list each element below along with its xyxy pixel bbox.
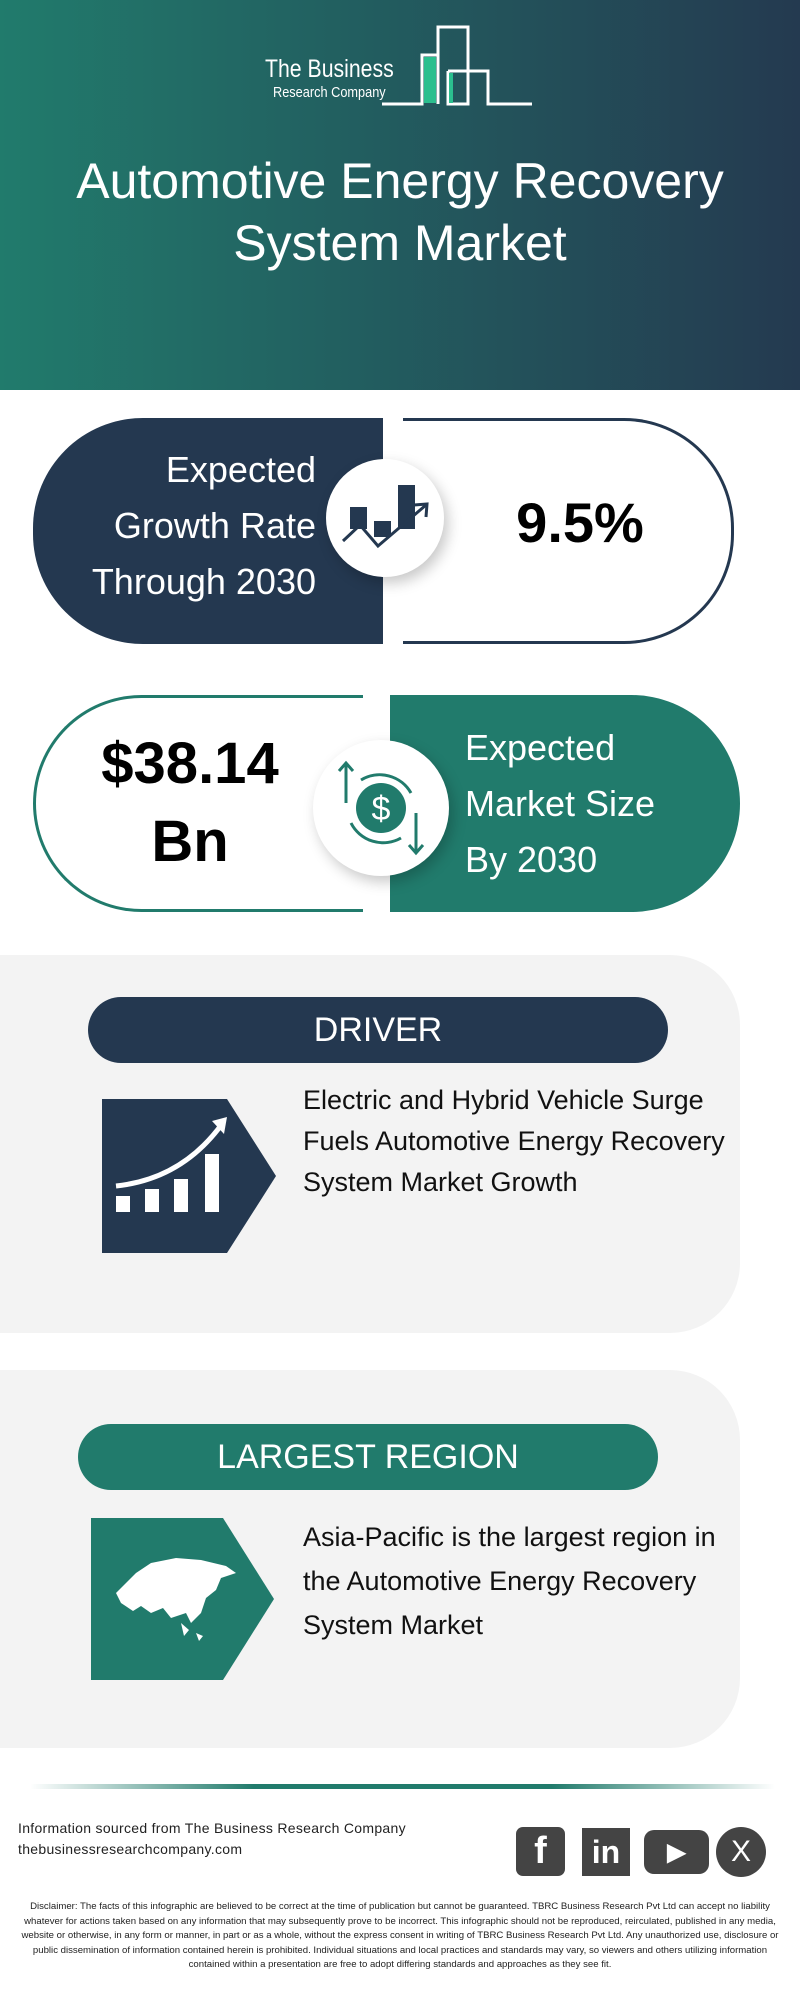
driver-text: Electric and Hybrid Vehicle Surge Fuels … <box>303 1085 725 1197</box>
market-label-line: By 2030 <box>465 839 598 880</box>
growth-label-line: Growth Rate <box>113 505 316 546</box>
growth-label-block <box>33 418 383 644</box>
website-link[interactable]: thebusinessresearchcompany.com <box>18 1841 243 1857</box>
footer-divider <box>30 1784 775 1789</box>
svg-text:$: $ <box>372 790 391 828</box>
region-heading: LARGEST REGION <box>78 1424 658 1490</box>
logo: The Business Research Company <box>265 55 416 101</box>
growth-label-line: Expected <box>165 449 316 490</box>
title-line1: Automotive Energy Recovery <box>76 153 724 209</box>
growth-value-block <box>400 418 734 644</box>
growth-label-line: Through 2030 <box>91 561 316 602</box>
dollar-cycle-icon: $ <box>313 740 449 876</box>
logo-line1: The Business <box>265 55 394 83</box>
title-line2: System Market <box>233 215 567 271</box>
region-text: Asia-Pacific is the largest region in th… <box>303 1522 716 1640</box>
market-value-line: Bn <box>151 809 229 874</box>
market-value-block <box>33 695 363 912</box>
page-title: Automotive Energy Recovery System Market <box>0 150 800 274</box>
asia-map-icon <box>91 1518 274 1680</box>
facebook-icon[interactable]: f <box>516 1827 565 1876</box>
market-label-line: Expected <box>465 727 616 768</box>
growth-label: Expected Growth Rate Through 2030 <box>40 442 316 610</box>
rising-bar-chart-icon <box>102 1099 276 1253</box>
market-value: $38.14 Bn <box>70 725 310 881</box>
linkedin-icon[interactable]: in <box>582 1828 630 1876</box>
growth-gap-top <box>383 418 403 421</box>
logo-line2: Research Company <box>273 84 386 101</box>
x-icon[interactable]: X <box>716 1827 766 1877</box>
growth-chart-icon <box>326 459 444 577</box>
header-banner: The Business Research Company Automotive… <box>0 0 800 390</box>
growth-value: 9.5% <box>516 491 644 554</box>
source-text: Information sourced from The Business Re… <box>18 1820 406 1836</box>
logo-buildings-icon <box>382 25 532 106</box>
market-label-line: Market Size <box>465 783 656 824</box>
youtube-icon[interactable]: ▶ <box>644 1830 709 1874</box>
market-value-line: $38.14 <box>101 731 279 796</box>
market-label: Expected Market Size By 2030 <box>465 720 655 888</box>
driver-heading: DRIVER <box>88 997 668 1063</box>
disclaimer: Disclaimer: The facts of this infographi… <box>21 1901 779 1970</box>
